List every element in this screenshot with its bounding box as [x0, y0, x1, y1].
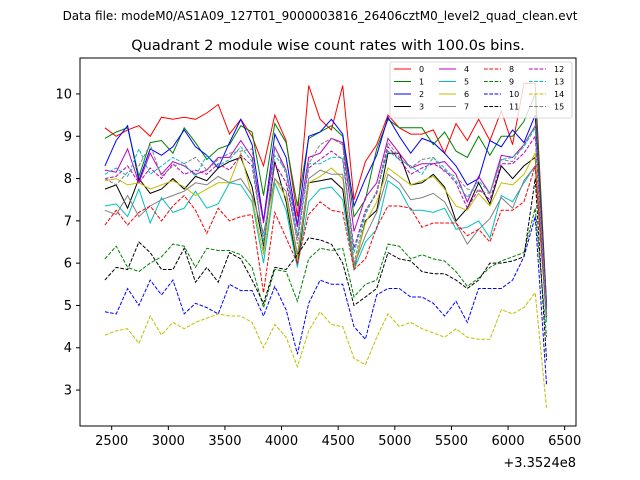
x-tick-label: 3500 [208, 434, 241, 449]
legend-label-0: 0 [419, 65, 424, 74]
legend-label-8: 8 [509, 65, 514, 74]
series-line-13 [104, 126, 548, 317]
legend-label-1: 1 [419, 78, 424, 87]
legend-label-15: 15 [554, 103, 564, 112]
y-tick-label: 4 [64, 341, 72, 356]
series-line-4 [104, 124, 548, 312]
series-line-1 [104, 93, 548, 306]
x-tick-label: 2500 [95, 434, 128, 449]
legend-label-13: 13 [554, 78, 564, 87]
y-tick-label: 7 [64, 214, 72, 229]
chart-title: Quadrant 2 module wise count rates with … [131, 38, 525, 54]
x-tick-label: 5000 [378, 434, 411, 449]
y-tick-label: 3 [64, 384, 72, 399]
legend-label-5: 5 [464, 78, 469, 87]
series-line-3 [104, 152, 548, 314]
series-line-6 [104, 151, 548, 317]
legend-label-11: 11 [509, 103, 519, 112]
legend-label-14: 14 [554, 90, 564, 99]
series-line-14 [104, 291, 548, 410]
series-line-12 [104, 134, 548, 319]
x-tick-label: 6000 [492, 434, 525, 449]
series-line-7 [104, 164, 548, 317]
series-line-5 [104, 164, 548, 323]
series-line-8 [104, 165, 548, 319]
legend-label-9: 9 [509, 78, 514, 87]
legend-box [389, 61, 573, 119]
x-tick-label: 4000 [265, 434, 298, 449]
series-line-10 [104, 216, 548, 386]
plot-frame [79, 57, 577, 427]
legend-label-10: 10 [509, 90, 519, 99]
y-tick-label: 8 [64, 172, 72, 187]
legend-label-3: 3 [419, 103, 424, 112]
x-tick-label: 6500 [548, 434, 581, 449]
series-line-2 [104, 114, 548, 310]
series-line-15 [104, 124, 548, 317]
legend-label-12: 12 [554, 65, 564, 74]
x-tick-label: 5500 [435, 434, 468, 449]
y-axis: 3 4 5 6 7 8 9 10 [55, 87, 80, 399]
figure-suptitle: Data file: modeM0/AS1A09_127T01_90000038… [63, 9, 578, 23]
x-tick-label: 4500 [322, 434, 355, 449]
legend-label-6: 6 [464, 90, 469, 99]
series-line-9 [104, 208, 548, 338]
legend-label-2: 2 [419, 90, 424, 99]
x-axis: 2500 3000 3500 4000 4500 5000 5500 6000 6500 [95, 426, 581, 449]
series-line-11 [104, 178, 548, 361]
legend-label-4: 4 [464, 65, 469, 74]
y-tick-label: 6 [64, 257, 72, 272]
y-tick-label: 10 [55, 87, 72, 102]
series-line-0 [104, 82, 548, 306]
x-tick-label: 3000 [152, 434, 185, 449]
y-tick-label: 9 [64, 130, 72, 145]
plot-lines [104, 82, 548, 410]
legend-label-7: 7 [464, 103, 469, 112]
y-tick-label: 5 [64, 299, 72, 314]
x-offset-label: +3.3524e8 [503, 456, 576, 471]
